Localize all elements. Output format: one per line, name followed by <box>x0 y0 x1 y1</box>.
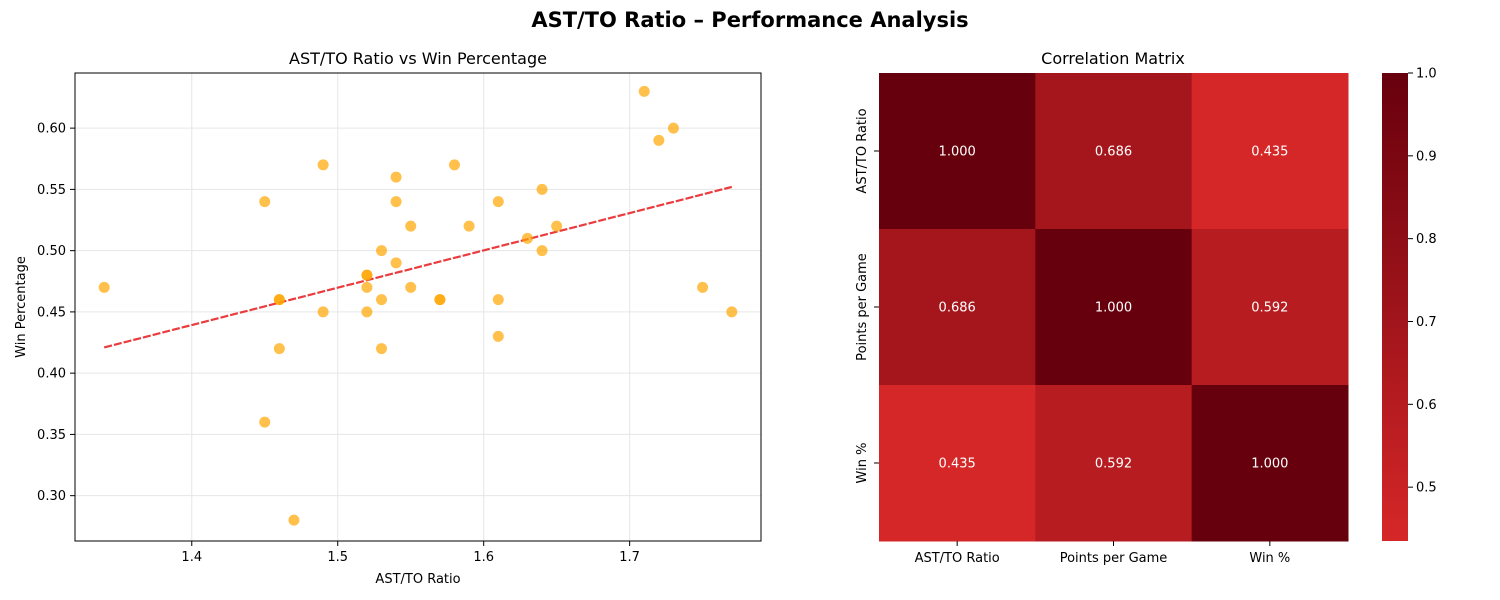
figure-title: AST/TO Ratio – Performance Analysis <box>531 8 969 32</box>
scatter-point <box>273 294 285 306</box>
y-tick-label: 0.50 <box>37 244 66 259</box>
heatmap-cells: 1.000 0.686 0.435 0.686 1.000 0.592 0.435 0.592… <box>879 73 1349 542</box>
scatter-point <box>536 183 548 195</box>
heatmap-cell <box>879 73 1036 230</box>
heatmap-cell-value: 0.686 <box>1095 145 1132 160</box>
scatter-point <box>536 245 548 257</box>
scatter-grid <box>75 73 761 541</box>
scatter-title: AST/TO Ratio vs Win Percentage <box>289 49 547 68</box>
scatter-point <box>361 281 373 293</box>
scatter-point <box>259 196 271 208</box>
x-tick-label: 1.4 <box>181 550 202 565</box>
colorbar-tick-label: 0.9 <box>1416 149 1437 164</box>
scatter-point <box>667 122 679 134</box>
scatter-point <box>376 343 388 355</box>
y-tick-label: 0.60 <box>37 122 66 137</box>
scatter-point <box>405 220 417 232</box>
heatmap-x-label: AST/TO Ratio <box>915 551 1000 566</box>
x-tick-label: 1.5 <box>327 550 348 565</box>
colorbar-tick-label: 0.6 <box>1416 398 1437 413</box>
heatmap-x-label: Points per Game <box>1060 551 1168 566</box>
scatter-point <box>361 269 373 281</box>
y-tick-label: 0.35 <box>37 428 66 443</box>
x-tick-label: 1.7 <box>619 550 640 565</box>
scatter-point <box>376 294 388 306</box>
heatmap-cell-value: 0.435 <box>1251 145 1288 160</box>
scatter-point <box>317 306 329 318</box>
scatter-point <box>551 220 563 232</box>
scatter-y-ticks: 0.30 0.35 0.40 0.45 0.50 0.55 0.60 <box>37 122 75 504</box>
heatmap-y-labels: AST/TO Ratio Points per Game Win % <box>855 108 879 483</box>
scatter-point <box>273 343 285 355</box>
scatter-point <box>259 416 271 428</box>
colorbar <box>1382 73 1408 541</box>
y-tick-label: 0.30 <box>37 489 66 504</box>
trend-line <box>103 185 733 349</box>
scatter-point <box>317 159 329 171</box>
scatter-point <box>390 171 402 183</box>
scatter-point <box>390 257 402 269</box>
heatmap-cell-value: 0.592 <box>1095 457 1132 472</box>
scatter-point <box>726 306 738 318</box>
scatter-point <box>405 281 417 293</box>
scatter-point <box>492 196 504 208</box>
colorbar-tick-label: 1.0 <box>1416 67 1437 82</box>
scatter-x-ticks: 1.4 1.5 1.6 1.7 <box>181 541 640 565</box>
scatter-y-label: Win Percentage <box>14 256 29 358</box>
y-tick-label: 0.55 <box>37 183 66 198</box>
scatter-point <box>638 85 650 97</box>
heatmap-x-labels: AST/TO Ratio Points per Game Win % <box>915 541 1290 566</box>
scatter-point <box>98 281 110 293</box>
x-tick-label: 1.6 <box>473 550 494 565</box>
scatter-x-label: AST/TO Ratio <box>375 572 460 587</box>
heatmap-y-label: Points per Game <box>855 253 870 361</box>
scatter-point <box>361 306 373 318</box>
scatter-point <box>463 220 475 232</box>
colorbar-tick-label: 0.8 <box>1416 232 1437 247</box>
heatmap-cell-value: 0.435 <box>939 457 976 472</box>
scatter-axes-frame <box>74 72 762 542</box>
scatter-panel: AST/TO Ratio vs Win Percentage 1.4 1.5 1.6… <box>14 49 762 587</box>
scatter-point <box>653 134 665 146</box>
heatmap-cell <box>879 385 1036 542</box>
colorbar-ticks: 0.5 0.6 0.7 0.8 0.9 1.0 <box>1408 67 1437 496</box>
colorbar-tick-label: 0.7 <box>1416 315 1437 330</box>
y-tick-label: 0.40 <box>37 367 66 382</box>
scatter-point <box>448 159 460 171</box>
heatmap-cell-value: 1.000 <box>1095 301 1132 316</box>
scatter-point <box>521 232 533 244</box>
scatter-point <box>492 330 504 342</box>
heatmap-x-label: Win % <box>1249 551 1290 566</box>
heatmap-cell <box>1035 385 1193 542</box>
colorbar-tick-label: 0.5 <box>1416 481 1437 496</box>
heatmap-cell <box>1191 73 1349 230</box>
heatmap-cell <box>1191 229 1349 386</box>
scatter-points <box>98 85 738 526</box>
scatter-point <box>288 514 300 526</box>
heatmap-y-label: AST/TO Ratio <box>855 108 870 193</box>
scatter-point <box>697 281 709 293</box>
heatmap-cell <box>1035 229 1193 386</box>
scatter-point <box>376 245 388 257</box>
scatter-point <box>390 196 402 208</box>
heatmap-title: Correlation Matrix <box>1041 49 1185 68</box>
heatmap-cell <box>1035 73 1193 230</box>
y-tick-label: 0.45 <box>37 305 66 320</box>
trend-line-group <box>103 185 733 349</box>
heatmap-cell-value: 1.000 <box>939 145 976 160</box>
heatmap-y-label: Win % <box>855 443 870 484</box>
heatmap-cell <box>1191 385 1349 542</box>
scatter-point <box>434 294 446 306</box>
scatter-point <box>492 294 504 306</box>
heatmap-cell-value: 0.686 <box>939 301 976 316</box>
heatmap-cell-value: 0.592 <box>1251 301 1288 316</box>
heatmap-cell-value: 1.000 <box>1251 457 1288 472</box>
heatmap-cell <box>879 229 1036 386</box>
